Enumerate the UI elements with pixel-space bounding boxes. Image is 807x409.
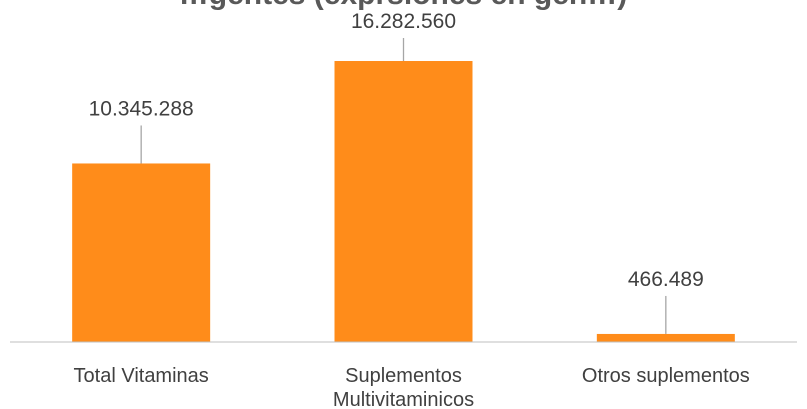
leader-lines-group xyxy=(140,38,667,334)
category-label-3-line-1: Otros suplementos xyxy=(582,365,750,387)
data-label-1: 10.345.288 xyxy=(89,97,194,120)
category-labels-group: Total Vitaminas SuplementosMultivitaminic… xyxy=(74,365,750,409)
bars-group xyxy=(72,61,735,343)
bar-3 xyxy=(596,333,735,342)
chart-title: …gentes (exprsiones en gen…) xyxy=(179,0,627,11)
data-labels-group: 10.345.288 16.282.560 466.489 xyxy=(89,10,704,291)
data-label-2: 16.282.560 xyxy=(351,10,456,33)
category-label-2-line-1: Suplementos xyxy=(345,365,462,387)
bar-1 xyxy=(72,163,211,342)
category-label-1-line-1: Total Vitaminas xyxy=(74,365,209,387)
category-label-2-line-2: Multivitaminicos xyxy=(333,389,474,409)
bar-2 xyxy=(334,61,473,343)
data-label-3: 466.489 xyxy=(628,268,704,291)
